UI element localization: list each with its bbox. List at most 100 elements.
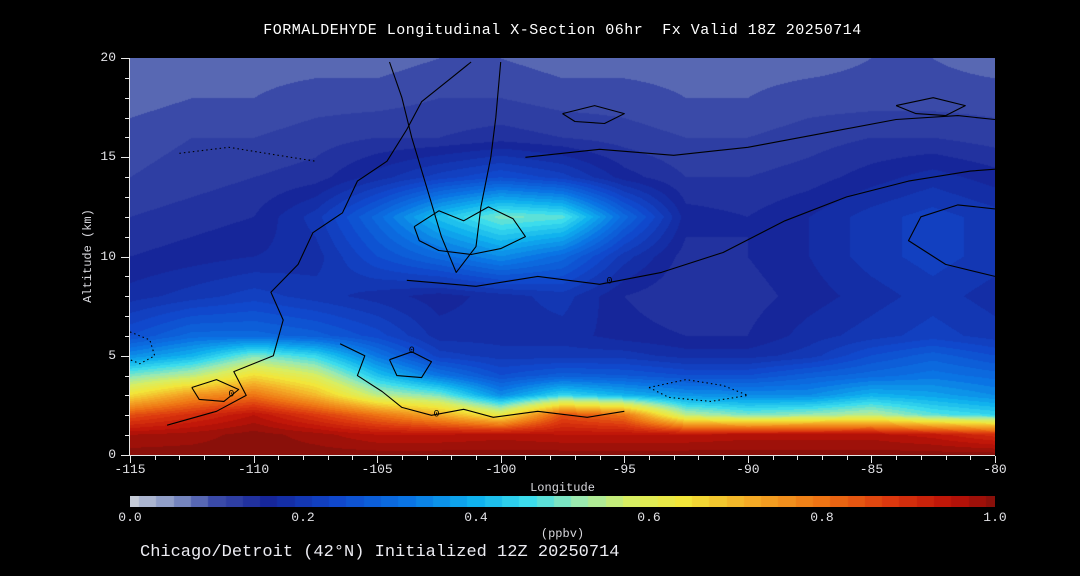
colorbar-tick-label: 0.0 [118, 510, 142, 525]
contour-label: 0 [606, 276, 612, 287]
x-major-tick [500, 456, 502, 463]
x-minor-tick [154, 456, 156, 460]
x-minor-tick [204, 456, 206, 460]
y-tick-label: 10 [100, 248, 116, 264]
y-major-tick [121, 355, 129, 357]
y-minor-tick [125, 196, 129, 198]
x-minor-tick [401, 456, 403, 460]
y-minor-tick [125, 375, 129, 377]
contour-line [525, 115, 995, 158]
x-minor-tick [945, 456, 947, 460]
contour-line-dotted [179, 146, 316, 162]
x-axis-label: Longitude [530, 481, 595, 495]
y-tick-label: 5 [108, 347, 116, 363]
x-minor-tick [920, 456, 922, 460]
contour-line-dotted [130, 331, 156, 365]
contour-line [413, 206, 526, 256]
contour-label: 0 [228, 389, 234, 400]
x-minor-tick [649, 456, 650, 460]
colorbar [130, 496, 995, 507]
x-minor-tick [822, 456, 823, 460]
x-major-tick [624, 456, 626, 463]
contour-line [191, 379, 240, 402]
y-minor-tick [125, 415, 129, 417]
x-minor-tick [896, 456, 898, 460]
footer-caption: Chicago/Detroit (42°N) Initialized 12Z 2… [140, 543, 620, 562]
x-axis-line [129, 455, 995, 456]
colorbar-tick-label: 0.2 [291, 510, 315, 525]
y-minor-tick [125, 236, 129, 238]
x-tick-label: -95 [612, 462, 636, 477]
x-minor-tick [574, 456, 576, 460]
colorbar-tick-label: 0.8 [810, 510, 834, 525]
x-minor-tick [303, 456, 304, 460]
colorbar-unit-label: (ppbv) [540, 527, 585, 541]
x-minor-tick [179, 456, 181, 460]
colorbar-tick-label: 0.6 [637, 510, 661, 525]
y-tick-label: 20 [100, 50, 116, 65]
y-minor-tick [125, 276, 129, 278]
contour-line-dotted [648, 379, 749, 402]
y-major-tick [121, 455, 129, 456]
y-minor-tick [125, 335, 129, 337]
x-minor-tick [797, 456, 799, 460]
y-minor-tick [125, 137, 129, 139]
x-tick-label: -90 [736, 462, 760, 477]
x-major-tick [995, 456, 996, 463]
contour-line [389, 351, 433, 379]
x-minor-tick [723, 456, 725, 460]
x-minor-tick [327, 456, 329, 460]
y-minor-tick [125, 435, 129, 437]
x-tick-label: -115 [114, 462, 146, 477]
y-major-tick [121, 256, 129, 258]
x-minor-tick [673, 456, 675, 460]
y-minor-tick [125, 216, 129, 218]
x-minor-tick [772, 456, 774, 460]
contour-line [388, 61, 502, 273]
x-major-tick [377, 456, 379, 463]
contour-label: 0 [433, 409, 439, 420]
colorbar-tick-label: 1.0 [983, 510, 1007, 525]
y-minor-tick [125, 316, 129, 318]
x-minor-tick [476, 456, 477, 460]
x-minor-tick [228, 456, 230, 460]
contour-overlay: 0 0 0 0 [130, 61, 995, 426]
y-major-tick [121, 157, 129, 159]
colorbar-tick-label: 0.4 [464, 510, 488, 525]
y-minor-tick [125, 395, 129, 397]
x-major-tick [130, 456, 131, 463]
contour-line [339, 343, 625, 418]
y-minor-tick [125, 296, 129, 298]
x-minor-tick [698, 456, 700, 460]
x-major-tick [253, 456, 255, 463]
x-tick-label: -100 [485, 462, 517, 477]
x-tick-label: -80 [983, 462, 1007, 477]
y-minor-tick [125, 177, 129, 179]
contour-line [406, 168, 995, 287]
x-minor-tick [451, 456, 453, 460]
x-tick-label: -105 [361, 462, 393, 477]
y-minor-tick [125, 117, 129, 119]
y-minor-tick [125, 97, 129, 99]
y-major-tick [121, 58, 129, 59]
contour-line [895, 97, 966, 117]
x-tick-label: -85 [859, 462, 884, 477]
x-minor-tick [599, 456, 601, 460]
y-axis-line [129, 58, 130, 455]
chart-title: FORMALDEHYDE Longitudinal X-Section 06hr… [263, 22, 862, 39]
y-tick-label: 15 [100, 149, 116, 165]
contour-line [907, 204, 995, 277]
heatmap-canvas [130, 58, 995, 455]
contour-line [562, 105, 625, 125]
x-minor-tick [426, 456, 428, 460]
y-minor-tick [125, 77, 129, 79]
x-major-tick [747, 456, 749, 463]
x-minor-tick [278, 456, 280, 460]
contour-line [166, 61, 472, 426]
x-tick-label: -110 [237, 462, 270, 477]
x-minor-tick [525, 456, 527, 460]
x-minor-tick [352, 456, 354, 460]
x-major-tick [871, 456, 873, 463]
x-minor-tick [846, 456, 848, 460]
